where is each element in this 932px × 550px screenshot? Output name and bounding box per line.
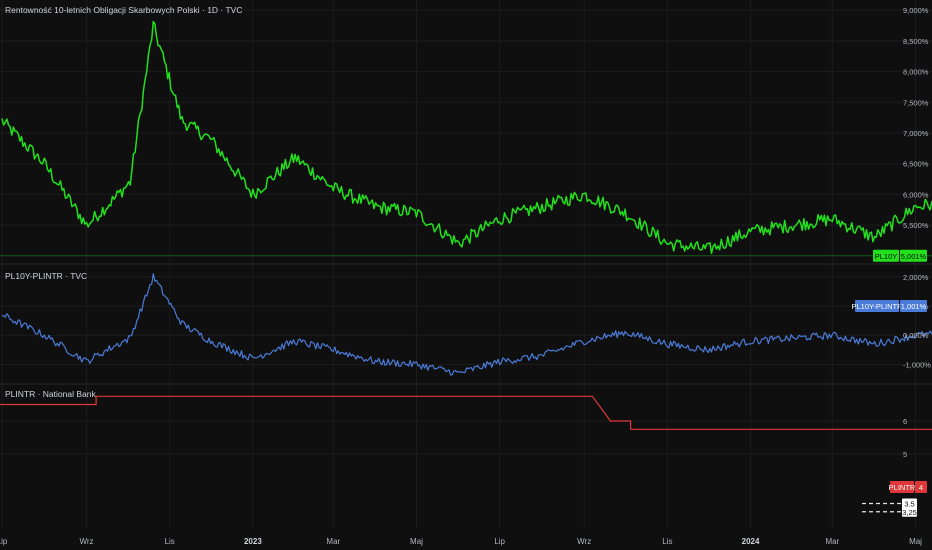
last-value-text: 5,001% bbox=[901, 252, 927, 261]
x-tick-label: Lis bbox=[165, 537, 175, 546]
last-name-text: PLINTR bbox=[889, 483, 916, 492]
y-tick-label: 9,000% bbox=[903, 6, 929, 15]
pane2-title: PL10Y-PLINTR · TVC bbox=[5, 271, 87, 281]
pane3-title: PLINTR · National Bank bbox=[5, 389, 96, 399]
series-layer bbox=[0, 20, 932, 430]
y-tick-label: 6,500% bbox=[903, 160, 929, 169]
y-tick-label: 0,000% bbox=[903, 331, 929, 340]
y-tick-label: 2,000% bbox=[903, 273, 929, 282]
x-tick-label: Maj bbox=[909, 537, 922, 546]
x-tick-label: Lip bbox=[494, 537, 505, 546]
last-value-tag bbox=[915, 481, 927, 493]
pane-dividers bbox=[0, 263, 932, 385]
y-tick-label: -1,000% bbox=[903, 360, 931, 369]
last-name-tag bbox=[855, 299, 899, 312]
pane1-title: Rentowność 10-letnich Obligacji Skarbowy… bbox=[5, 5, 242, 15]
last-value-tag bbox=[900, 249, 927, 262]
last-value-tag bbox=[900, 299, 927, 312]
x-tick-label: Mar bbox=[825, 537, 839, 546]
forecast-tag bbox=[902, 506, 917, 517]
x-tick-label: Lis bbox=[662, 537, 672, 546]
y-tick-label: 5 bbox=[903, 450, 907, 459]
x-tick-label: Wrz bbox=[79, 537, 93, 546]
last-name-text: PL10Y-PLINTR bbox=[852, 302, 904, 311]
x-tick-label: Maj bbox=[410, 537, 423, 546]
forecast-tag-text: 3,5 bbox=[904, 500, 914, 509]
forecast-tag bbox=[902, 498, 917, 509]
x-tick-label: Lip bbox=[0, 537, 8, 546]
y-tick-label: 7,500% bbox=[903, 98, 929, 107]
y-tick-label: 7,000% bbox=[903, 129, 929, 138]
x-tick-layer: LipWrzLis2023MarMajLipWrzLis2024MarMajLi… bbox=[0, 537, 922, 546]
y-tick-label: 5,500% bbox=[903, 221, 929, 230]
y-tick-label: 8,500% bbox=[903, 37, 929, 46]
series-spread-line bbox=[1, 273, 932, 376]
series-plintr-line bbox=[0, 395, 932, 430]
y-tick-layer: 9,000% 8,500% 8,000% 7,500% 7,000% 6,500% 6,00… bbox=[903, 6, 931, 459]
last-value-text: 1,001% bbox=[901, 302, 927, 311]
y-tick-label: 6,000% bbox=[903, 190, 929, 199]
y-tick-label: 8,000% bbox=[903, 68, 929, 77]
x-tick-label: 2023 bbox=[244, 537, 262, 546]
x-tick-label: Mar bbox=[326, 537, 340, 546]
last-name-tag bbox=[873, 249, 899, 262]
y-tick-label: 6 bbox=[903, 417, 907, 426]
x-tick-label: Wrz bbox=[577, 537, 591, 546]
forecast-tag-text: 3,25 bbox=[902, 508, 917, 517]
x-tick-label: 2024 bbox=[742, 537, 760, 546]
last-value-text: 4 bbox=[919, 483, 923, 492]
series-pl10y-line bbox=[1, 20, 932, 255]
last-name-tag bbox=[890, 481, 914, 493]
last-name-text: PL10Y bbox=[875, 252, 898, 261]
grid bbox=[0, 0, 932, 528]
